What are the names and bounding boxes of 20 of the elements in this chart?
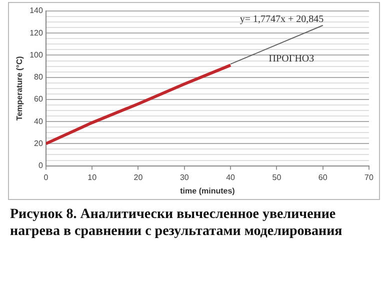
y-tick-label: 100 (30, 50, 44, 60)
x-tick-label: 40 (226, 172, 236, 182)
x-tick-label: 60 (318, 172, 328, 182)
y-tick-label: 80 (34, 72, 44, 82)
y-axis-title: Temperature (°C) (15, 56, 24, 121)
y-tick-label: 40 (34, 116, 44, 126)
y-tick-label: 120 (30, 28, 44, 38)
y-tick-label: 20 (34, 138, 44, 148)
x-tick-label: 20 (134, 172, 144, 182)
x-tick-label: 10 (88, 172, 98, 182)
y-tick-label: 0 (38, 161, 44, 170)
y-tick-label: 140 (30, 6, 44, 16)
x-tick-label: 70 (364, 172, 374, 182)
y-tick-label: 60 (34, 94, 44, 104)
annotation: y= 1,7747x + 20,845 (240, 14, 324, 26)
text: Рисунок 8. Аналитически вычесленное увеличение нагрева в сравнении с результатами моделирования (10, 206, 344, 240)
x-tick-label: 50 (272, 172, 282, 182)
annotation: ПРОГНОЗ (268, 54, 314, 65)
x-tick-label: 30 (180, 172, 190, 182)
x-axis-title: time (minutes) (180, 186, 236, 196)
